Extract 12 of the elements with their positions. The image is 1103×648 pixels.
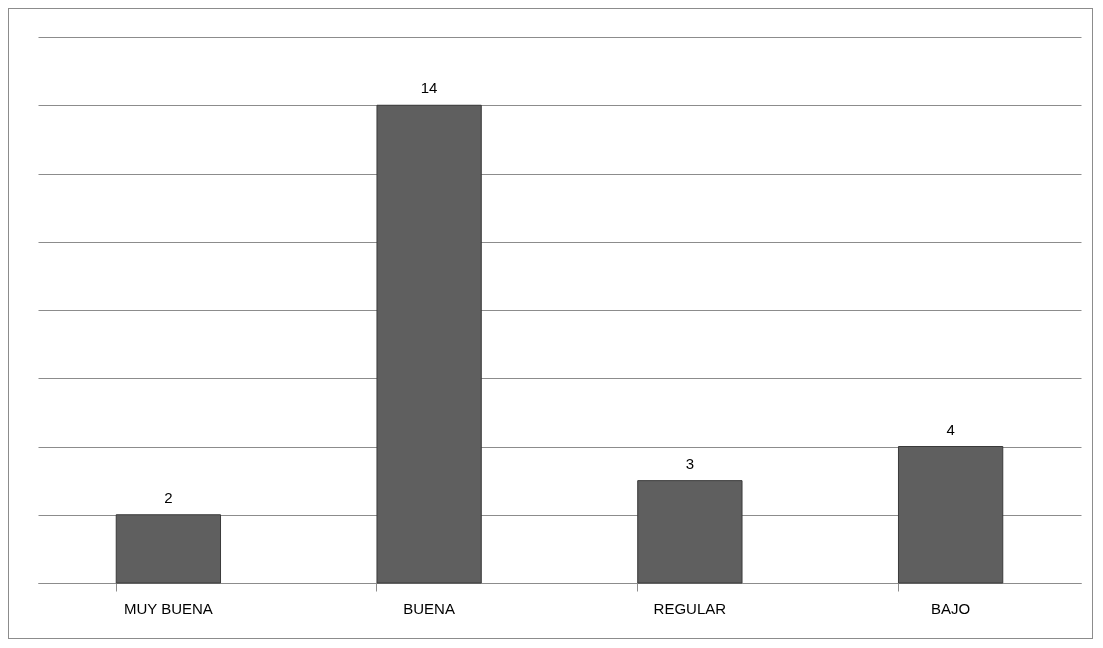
data-label: 14 [420, 79, 438, 97]
bar [115, 514, 222, 584]
data-label: 3 [685, 454, 695, 472]
data-label: 4 [946, 420, 955, 438]
x-tick-label: BAJO [931, 599, 971, 617]
data-label: 2 [164, 488, 173, 506]
bar [637, 480, 743, 584]
bar [897, 446, 1004, 584]
x-tick-label: REGULAR [653, 599, 727, 617]
x-tick-label: MUY BUENA [123, 599, 213, 617]
x-tick-label: BUENA [403, 599, 455, 617]
bar [376, 104, 482, 584]
